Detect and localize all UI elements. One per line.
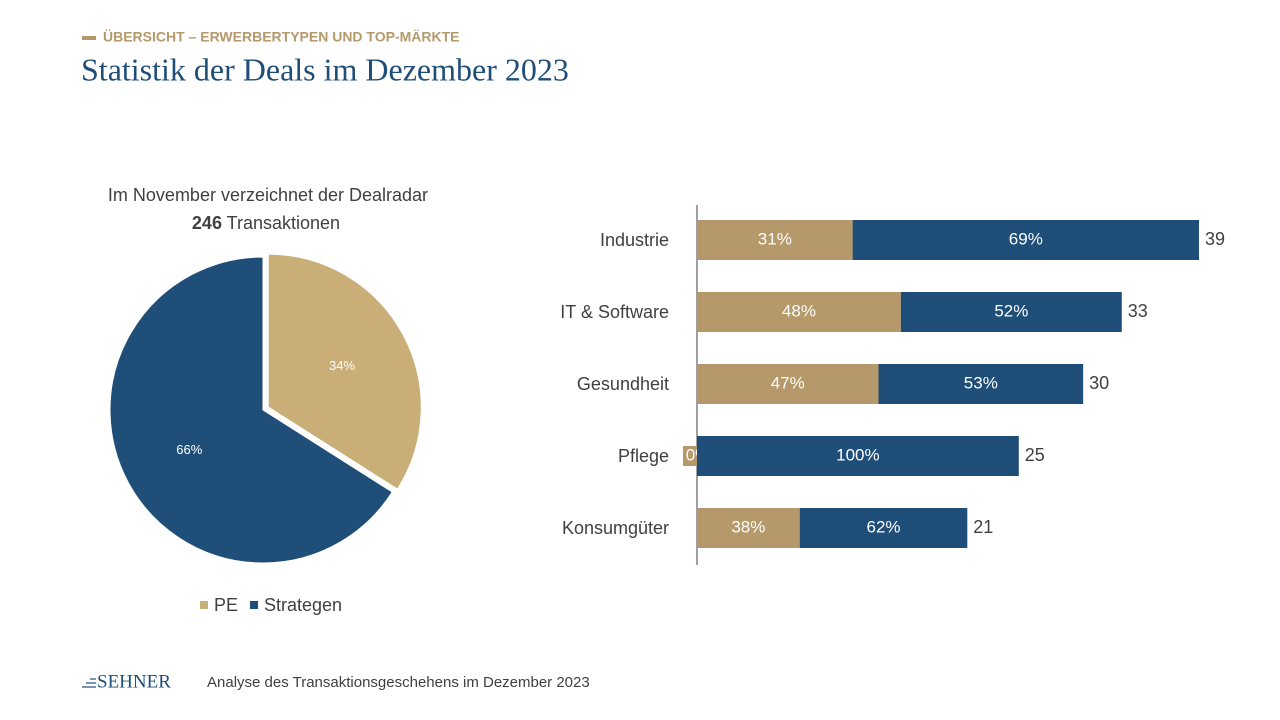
pie-label: 34%: [329, 358, 355, 373]
title: Statistik der Deals im Dezember 2023: [81, 51, 569, 87]
category-label: Industrie: [600, 230, 669, 250]
bar-label: 100%: [836, 445, 879, 464]
bar-label: 53%: [964, 373, 998, 392]
pie-subtitle: Im November verzeichnet der Dealradar: [108, 185, 428, 205]
bar-segment: [697, 292, 901, 332]
bar-label: 52%: [994, 301, 1028, 320]
bar-segment: [852, 220, 1199, 260]
legend-swatch: [250, 601, 259, 609]
pie-slice: [109, 256, 393, 564]
pie-slice: [267, 253, 422, 490]
total-label: 33: [1128, 301, 1148, 321]
bar-segment: [878, 364, 1084, 404]
category-label: Konsumgüter: [562, 518, 669, 538]
category-label: IT & Software: [560, 302, 669, 322]
kicker-bar: [82, 36, 96, 40]
bar-segment: [697, 364, 879, 404]
legend-label: PE: [214, 595, 238, 615]
bar-label: 38%: [731, 517, 765, 536]
bar-segment: [697, 220, 853, 260]
logo-icon: [82, 678, 96, 688]
category-label: Gesundheit: [577, 374, 669, 394]
bar-label: 69%: [1009, 229, 1043, 248]
category-label: Pflege: [618, 446, 669, 466]
bar-segment: [697, 436, 1019, 476]
total-label: 30: [1089, 373, 1109, 393]
bar-label: 47%: [771, 373, 805, 392]
legend-label: Strategen: [264, 595, 342, 615]
pie-total: 246 Transaktionen: [192, 213, 340, 233]
bar-label: 62%: [866, 517, 900, 536]
pie-total-label: Transaktionen: [227, 213, 340, 233]
bar-label: 31%: [758, 229, 792, 248]
total-label: 39: [1205, 229, 1225, 249]
pie-label: 66%: [176, 442, 202, 457]
total-label: 25: [1025, 445, 1045, 465]
pie-total-number: 246: [192, 213, 222, 233]
logo: SEHNER: [97, 671, 171, 692]
bar-segment: [799, 508, 968, 548]
footer-text: Analyse des Transaktionsgeschehens im De…: [207, 674, 590, 691]
total-label: 21: [973, 517, 993, 537]
kicker: ÜBERSICHT – ERWERBERTYPEN UND TOP-MÄRKTE: [103, 29, 460, 45]
bar-segment: [697, 508, 800, 548]
bar-segment: [900, 292, 1122, 332]
bar-label: 48%: [782, 301, 816, 320]
legend-swatch: [200, 601, 208, 609]
